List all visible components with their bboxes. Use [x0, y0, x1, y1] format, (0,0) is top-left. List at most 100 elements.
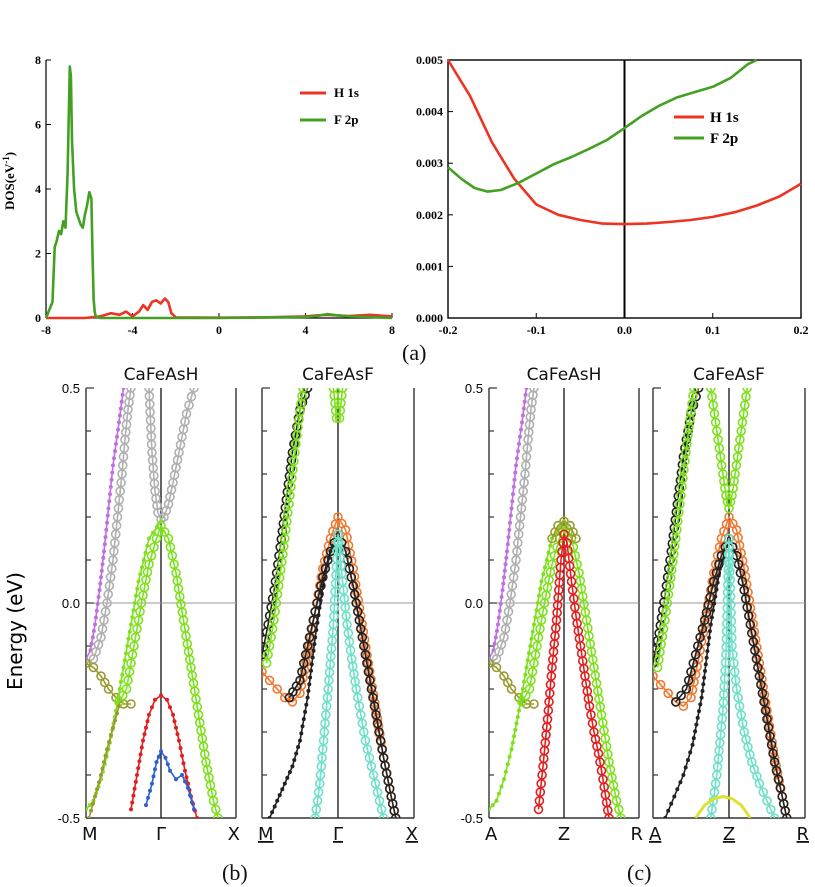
band-marker	[535, 623, 545, 634]
band-marker	[775, 783, 786, 793]
band-marker	[96, 595, 101, 599]
band-marker	[690, 649, 701, 660]
band-marker	[87, 803, 92, 808]
band-marker	[163, 755, 168, 760]
band-marker	[595, 757, 605, 767]
band-marker	[363, 666, 374, 677]
band-marker	[344, 563, 355, 574]
band-marker	[95, 601, 100, 606]
band-marker	[541, 572, 546, 577]
y-tick-label: 4	[35, 182, 41, 196]
band-marker	[189, 388, 199, 393]
band-marker	[503, 562, 508, 567]
band-marker	[714, 542, 725, 552]
band-marker	[519, 694, 524, 699]
band-marker	[311, 648, 316, 653]
band-marker	[144, 803, 148, 808]
band-marker	[109, 477, 114, 482]
band-marker	[515, 456, 519, 461]
band-marker	[756, 679, 766, 690]
band-marker	[505, 542, 510, 547]
band-marker	[177, 738, 181, 743]
band-marker	[518, 701, 523, 706]
y-tick-label: 0.5	[62, 381, 80, 396]
band-marker	[530, 649, 541, 660]
band-marker	[96, 632, 106, 643]
band-marker	[736, 709, 747, 720]
band-marker	[130, 615, 135, 620]
band-marker	[763, 722, 774, 733]
series-line-f-2p	[447, 58, 758, 193]
band-line-lime	[118, 524, 219, 818]
band-marker	[208, 795, 219, 806]
band-marker	[538, 586, 543, 591]
band-marker	[538, 606, 548, 617]
band-marker	[527, 666, 538, 677]
band-panel-b-cafeash: 0.5 0.0 -0.5 CaFeAsH M Γ X	[58, 365, 240, 845]
band-marker	[302, 388, 313, 393]
band-marker	[670, 697, 681, 707]
band-marker	[513, 727, 518, 732]
band-marker	[167, 550, 178, 561]
band-line-olive	[489, 662, 534, 705]
band-marker	[180, 753, 184, 758]
band-marker	[596, 765, 607, 776]
band-marker	[132, 623, 142, 634]
band-marker	[765, 804, 776, 815]
band-marker	[150, 781, 154, 786]
x-tick-label: -0.2	[439, 323, 458, 337]
band-marker	[141, 738, 145, 743]
band-marker	[693, 729, 698, 734]
band-marker	[352, 606, 363, 617]
band-marker	[126, 658, 136, 669]
band-marker	[107, 499, 112, 504]
band-marker	[516, 449, 520, 454]
band-marker	[183, 779, 187, 784]
kpoint-label-m: M	[82, 824, 98, 845]
band-marker	[494, 798, 499, 803]
band-marker	[97, 588, 102, 593]
band-marker	[174, 777, 178, 782]
x-tick-label: 0.1	[705, 323, 720, 337]
band-marker	[709, 615, 714, 620]
band-marker	[113, 449, 117, 454]
band-marker	[754, 671, 765, 681]
band-marker	[135, 586, 140, 591]
band-marker	[130, 632, 141, 643]
band-marker	[537, 593, 541, 598]
band-marker	[518, 434, 522, 439]
band-marker	[161, 505, 172, 516]
band-marker	[773, 774, 784, 785]
band-marker	[277, 793, 282, 798]
band-marker	[129, 807, 133, 812]
band-marker	[653, 671, 658, 681]
band-marker	[529, 636, 534, 641]
band-marker	[520, 687, 525, 691]
band-marker	[672, 794, 677, 799]
band-marker	[669, 801, 674, 806]
band-marker	[491, 662, 502, 673]
band-panel-b-cafeasf: CaFeAsF M Γ X	[258, 365, 418, 845]
band-marker	[507, 754, 512, 759]
band-marker	[279, 692, 290, 703]
band-marker	[377, 744, 387, 755]
band-marker	[263, 649, 273, 660]
band-marker	[318, 598, 323, 603]
band-marker	[733, 692, 743, 703]
band-line-lime-left	[265, 388, 304, 664]
band-marker	[714, 587, 719, 592]
band-marker	[112, 456, 116, 461]
band-marker	[544, 558, 549, 562]
band-marker	[757, 688, 768, 699]
band-marker	[108, 484, 113, 489]
band-marker	[362, 744, 373, 755]
y-tick-label: -0.5	[58, 811, 80, 826]
band-marker	[365, 675, 375, 686]
band-marker	[105, 513, 110, 518]
band-marker	[515, 715, 520, 719]
band-marker	[138, 752, 143, 757]
band-marker	[175, 732, 180, 737]
band-marker	[749, 645, 760, 656]
band-marker	[368, 770, 379, 780]
x-tick-label: -4	[128, 323, 138, 337]
